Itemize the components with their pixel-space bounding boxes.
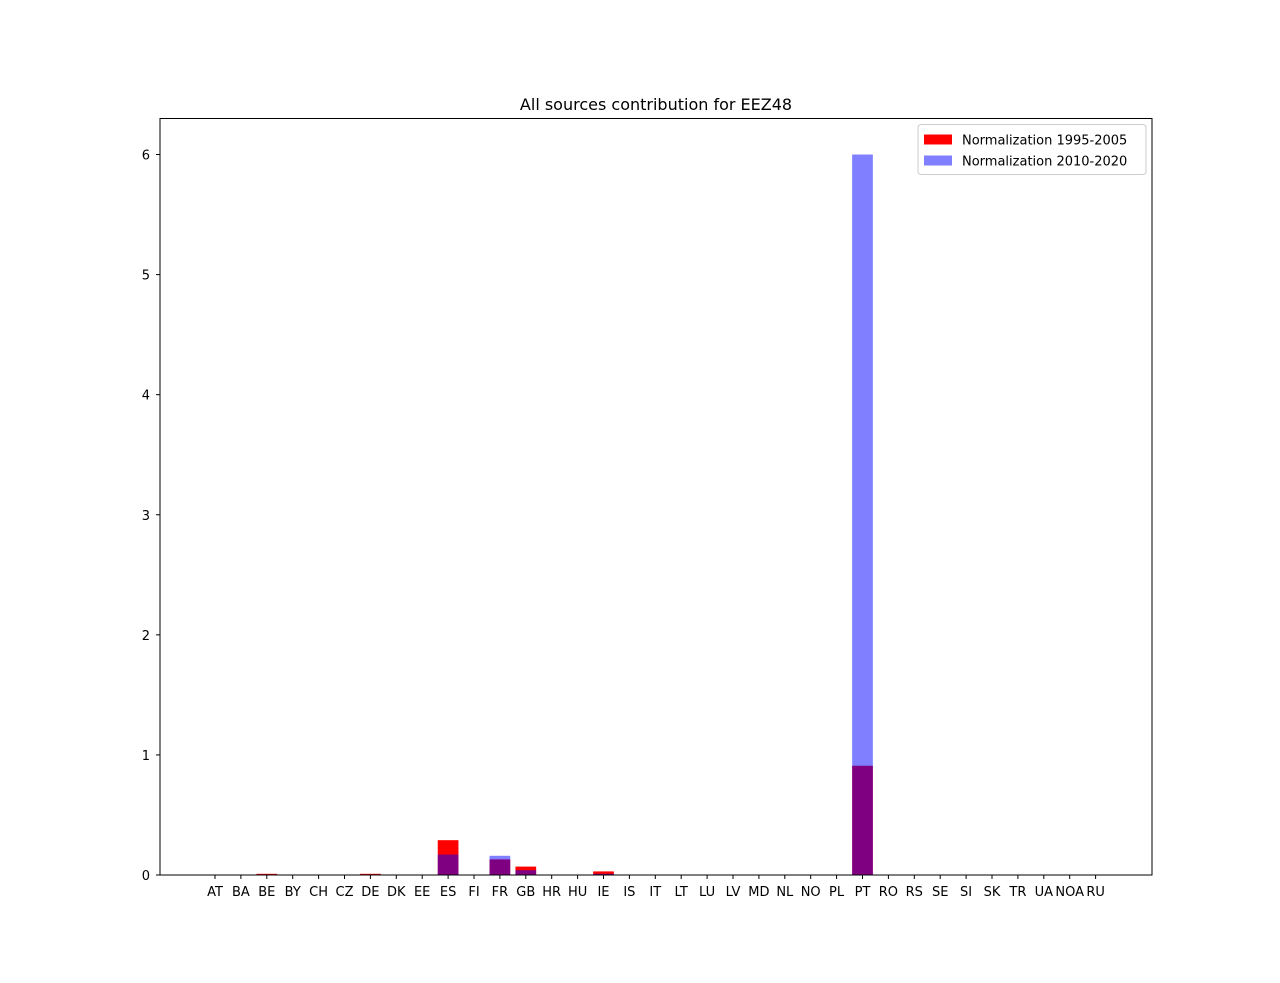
x-tick-label-md: MD xyxy=(748,885,769,900)
x-tick-label-ie: IE xyxy=(597,885,609,900)
x-tick-label-nl: NL xyxy=(776,885,794,900)
plot-frame xyxy=(159,118,1153,876)
bar-gb-series-2 xyxy=(515,870,537,875)
x-tick-label-gb: GB xyxy=(516,885,535,900)
bar-ie-series-1 xyxy=(593,871,614,875)
x-tick-label-hu: HU xyxy=(568,885,587,900)
x-axis: AT BA BE BY CH CZ DE DK EE ES FI FR GB HR HU IE IS IT LT LU… xyxy=(207,875,1105,900)
x-tick-label-es: ES xyxy=(440,885,456,900)
x-tick-label-dk: DK xyxy=(387,885,406,900)
x-tick-label-de: DE xyxy=(361,885,379,900)
chart-title: All sources contribution for EEZ48 xyxy=(520,95,792,114)
y-tick-label: 0 xyxy=(142,869,150,884)
x-tick-label-ee: EE xyxy=(414,885,430,900)
x-tick-label-lv: LV xyxy=(726,885,741,900)
x-tick-label-it: IT xyxy=(649,885,661,900)
legend-swatch-2 xyxy=(924,155,952,166)
y-tick-label: 2 xyxy=(142,629,150,644)
bar-es-series-2 xyxy=(437,854,459,875)
x-tick-label-sk: SK xyxy=(984,885,1001,900)
bar-fr-series-2 xyxy=(489,855,511,875)
x-tick-label-noa: NOA xyxy=(1055,885,1084,900)
y-tick-label: 3 xyxy=(142,509,150,524)
y-tick-label: 5 xyxy=(142,269,150,284)
series-2 xyxy=(256,154,873,875)
y-tick-label: 6 xyxy=(142,149,150,164)
x-tick-label-at: AT xyxy=(207,885,223,900)
x-tick-label-fr: FR xyxy=(492,885,509,900)
legend-label-2: Normalization 2010-2020 xyxy=(962,155,1127,170)
bar-ie-series-2 xyxy=(593,873,614,875)
x-tick-label-lt: LT xyxy=(674,885,687,900)
x-tick-label-fi: FI xyxy=(468,885,479,900)
x-tick-label-ro: RO xyxy=(879,885,898,900)
x-tick-label-pl: PL xyxy=(829,885,845,900)
x-tick-label-lu: LU xyxy=(699,885,715,900)
legend: Normalization 1995-2005 Normalization 201… xyxy=(917,124,1147,175)
x-tick-label-pt: PT xyxy=(855,885,871,900)
y-axis: 0 1 2 3 4 5 6 xyxy=(142,149,160,884)
x-tick-label-se: SE xyxy=(932,885,948,900)
x-tick-label-ch: CH xyxy=(309,885,328,900)
y-tick-label: 4 xyxy=(142,389,150,404)
legend-swatch-1 xyxy=(924,134,952,145)
x-tick-label-by: BY xyxy=(285,885,301,900)
x-tick-label-be: BE xyxy=(258,885,275,900)
x-tick-label-no: NO xyxy=(801,885,821,900)
legend-box xyxy=(917,124,1147,175)
x-tick-label-ba: BA xyxy=(232,885,250,900)
x-tick-label-is: IS xyxy=(623,885,635,900)
legend-label-1: Normalization 1995-2005 xyxy=(962,134,1127,149)
x-tick-label-si: SI xyxy=(960,885,972,900)
x-tick-label-ua: UA xyxy=(1035,885,1054,900)
bars-layer xyxy=(256,154,873,875)
bar-pt-series-2 xyxy=(852,154,873,875)
x-tick-label-rs: RS xyxy=(906,885,923,900)
x-tick-label-hr: HR xyxy=(542,885,561,900)
x-tick-label-cz: CZ xyxy=(336,885,354,900)
x-tick-label-ru: RU xyxy=(1086,885,1105,900)
x-tick-label-tr: TR xyxy=(1008,885,1026,900)
y-tick-label: 1 xyxy=(142,749,150,764)
